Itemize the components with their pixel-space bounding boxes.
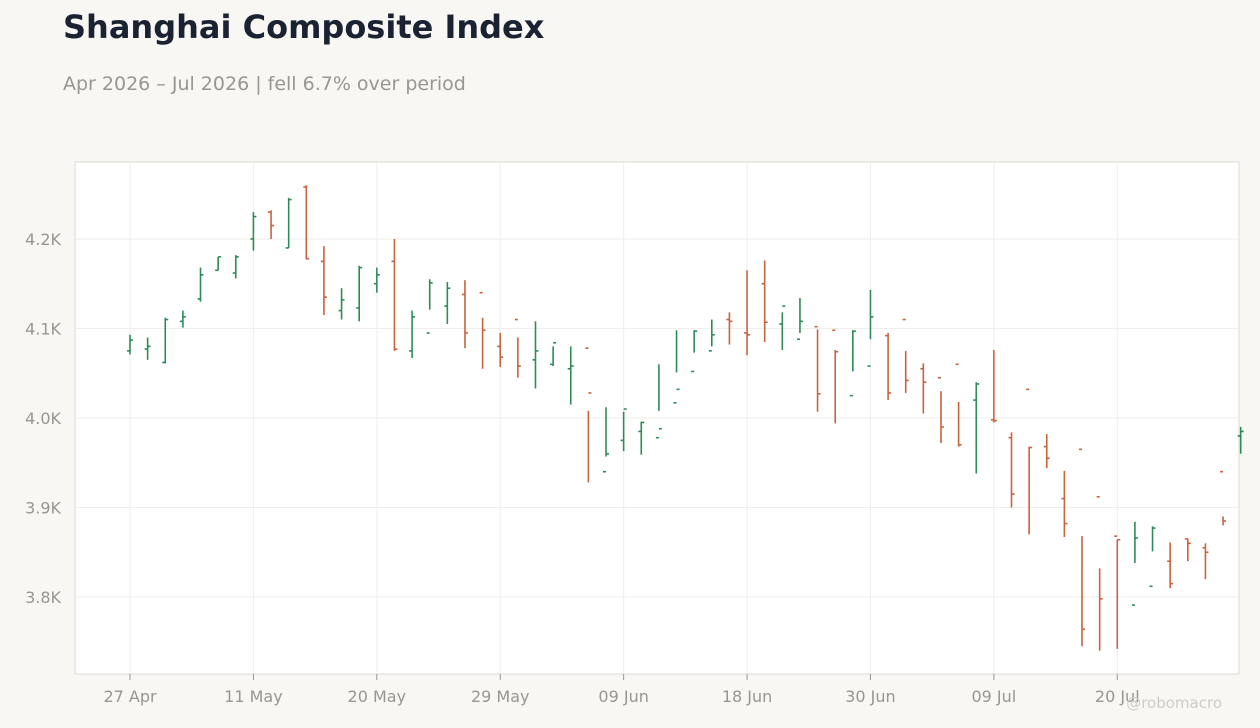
x-tick-label: 20 May xyxy=(348,687,407,706)
ohlc-bar xyxy=(585,347,592,483)
ohlc-bar xyxy=(1202,543,1209,580)
ohlc-bar xyxy=(391,238,398,351)
y-tick-label: 3.9K xyxy=(25,499,61,518)
ohlc-bar xyxy=(162,317,169,364)
ohlc-bar xyxy=(779,305,786,350)
ohlc-bar xyxy=(461,280,468,349)
ohlc-bar xyxy=(638,421,645,455)
x-tick-label: 09 Jun xyxy=(598,687,648,706)
ohlc-bar xyxy=(426,279,433,334)
x-tick-label: 29 May xyxy=(471,687,530,706)
y-tick-label: 4.2K xyxy=(25,230,61,249)
x-tick-label: 20 Jul xyxy=(1095,687,1140,706)
y-tick-label: 4.1K xyxy=(25,319,61,338)
ohlc-bar xyxy=(1043,434,1050,469)
watermark: @robomacro xyxy=(1126,694,1222,712)
x-tick-label: 30 Jun xyxy=(845,687,895,706)
ohlc-bar xyxy=(902,318,909,393)
grid-lines xyxy=(75,162,1239,674)
ohlc-bar xyxy=(726,312,733,345)
ohlc-bar xyxy=(885,332,892,401)
y-axis: 3.8K 3.9K 4.0K 4.1K 4.2K xyxy=(25,230,61,607)
ohlc-bar xyxy=(1167,542,1174,589)
ohlc-bar xyxy=(215,256,222,272)
ohlc-bar xyxy=(1096,495,1103,651)
ohlc-bar xyxy=(1237,426,1244,454)
ohlc-bar xyxy=(409,310,416,359)
x-tick-label: 18 Jun xyxy=(722,687,772,706)
y-tick-label: 3.8K xyxy=(25,588,61,607)
ohlc-bar xyxy=(761,260,768,342)
ohlc-bar xyxy=(744,270,751,356)
ohlc-bar xyxy=(285,197,292,249)
ohlc-bar xyxy=(796,298,803,341)
x-tick-label: 27 Apr xyxy=(103,687,157,706)
x-axis: 27 Apr 11 May 20 May 29 May 09 Jun 18 Jun 30 J… xyxy=(103,674,1140,706)
chart-title: Shanghai Composite Index xyxy=(63,8,545,46)
ohlc-bar xyxy=(268,210,275,239)
ohlc-bar xyxy=(250,212,257,251)
ohlc-bar xyxy=(144,337,151,360)
ohlc-bar xyxy=(867,290,874,367)
ohlc-bar xyxy=(1149,526,1156,588)
ohlc-bar xyxy=(1079,448,1086,647)
ohlc-bar xyxy=(655,364,662,439)
ohlc-bar xyxy=(937,376,944,444)
x-tick-label: 09 Jul xyxy=(971,687,1016,706)
ohlc-bar xyxy=(708,319,715,352)
ohlc-bar xyxy=(567,346,574,405)
ohlc-bar xyxy=(127,334,133,355)
y-tick-label: 4.0K xyxy=(25,409,61,428)
ohlc-bar xyxy=(179,310,186,328)
ohlc-bar xyxy=(603,407,610,473)
ohlc-bar xyxy=(444,281,451,325)
ohlc-bar xyxy=(814,325,821,412)
ohlc-bar xyxy=(920,363,927,414)
x-tick-label: 11 May xyxy=(224,687,283,706)
ohlc-bars xyxy=(127,185,1244,651)
ohlc-bar xyxy=(673,330,680,404)
ohlc-bar xyxy=(849,330,856,397)
ohlc-bar xyxy=(497,332,504,367)
ohlc-bar xyxy=(620,408,627,452)
ohlc-bar xyxy=(1114,535,1121,649)
ohlc-bar xyxy=(320,246,327,316)
ohlc-bar xyxy=(338,288,345,320)
ohlc-bar xyxy=(356,265,363,322)
ohlc-bar xyxy=(232,255,239,279)
ohlc-bar xyxy=(832,329,839,424)
ohlc-bar xyxy=(1026,388,1033,535)
ohlc-bar xyxy=(479,291,486,369)
chart-subtitle: Apr 2026 – Jul 2026 | fell 6.7% over per… xyxy=(63,73,466,95)
ohlc-bar xyxy=(691,330,698,373)
ohlc-bar xyxy=(1131,521,1138,606)
ohlc-bar xyxy=(373,267,380,293)
ohlc-bar xyxy=(197,267,204,302)
ohlc-bar xyxy=(955,363,962,447)
ohlc-bar xyxy=(532,321,539,389)
ohlc-bar xyxy=(514,318,521,378)
ohlc-bar xyxy=(1061,470,1068,538)
ohlc-bar xyxy=(990,349,997,423)
ohlc-bar xyxy=(550,342,557,367)
ohlc-bar xyxy=(1008,432,1015,508)
ohlc-bar xyxy=(1184,538,1191,562)
ohlc-bar xyxy=(303,185,310,260)
ohlc-bar xyxy=(973,382,980,474)
ohlc-bar xyxy=(1220,470,1227,526)
